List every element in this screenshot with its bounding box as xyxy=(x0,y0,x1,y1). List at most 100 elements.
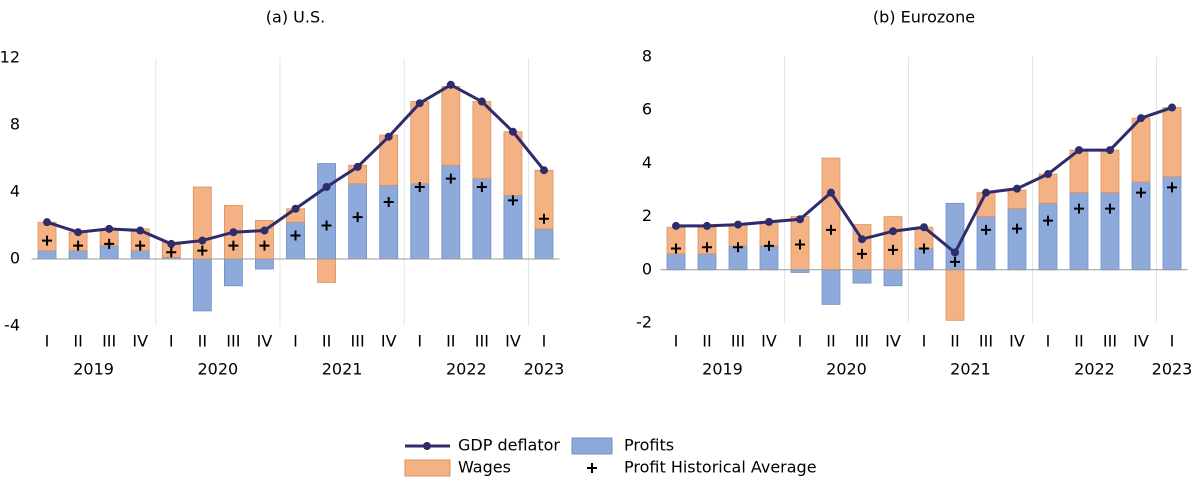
x-tick-label: I xyxy=(1170,332,1175,351)
average-marker xyxy=(1136,187,1146,198)
bar xyxy=(821,157,841,271)
year-label: 2023 xyxy=(1152,360,1193,379)
x-tick-label: I xyxy=(293,332,298,351)
x-tick-label: IV xyxy=(381,332,397,351)
y-tick-label: 0 xyxy=(642,259,652,278)
deflator-point xyxy=(1106,146,1114,155)
average-marker xyxy=(702,242,712,253)
bar xyxy=(130,250,150,260)
bar xyxy=(1007,189,1027,210)
bar xyxy=(1162,107,1182,178)
deflator-point xyxy=(384,132,393,141)
average-marker xyxy=(290,230,301,241)
x-tick-label: IV xyxy=(885,332,901,351)
bar xyxy=(223,258,243,287)
x-tick-label: II xyxy=(1074,332,1083,351)
bar xyxy=(534,228,554,260)
bar xyxy=(666,253,686,271)
y-tick-label: 2 xyxy=(642,206,652,225)
deflator-point xyxy=(951,248,959,257)
bar xyxy=(883,269,903,287)
deflator-point xyxy=(982,188,990,197)
x-tick-label: III xyxy=(979,332,993,351)
deflator-point xyxy=(43,218,52,227)
deflator-point xyxy=(920,223,928,232)
average-marker xyxy=(857,248,867,259)
deflator-point xyxy=(796,215,804,224)
deflator-point xyxy=(1168,103,1176,112)
average-marker xyxy=(73,240,84,251)
average-marker xyxy=(104,238,115,249)
legend-swatch xyxy=(571,437,613,455)
x-tick-label: I xyxy=(417,332,422,351)
average-marker xyxy=(538,213,549,224)
bar xyxy=(68,250,88,260)
deflator-point xyxy=(291,204,300,213)
bar xyxy=(976,216,996,271)
x-tick-label: IV xyxy=(1009,332,1025,351)
bar xyxy=(441,86,461,166)
bar xyxy=(945,269,965,321)
x-tick-label: III xyxy=(351,332,365,351)
average-marker xyxy=(795,239,805,250)
deflator-point xyxy=(105,224,114,233)
deflator-point xyxy=(889,227,897,236)
average-marker xyxy=(1012,223,1022,234)
bar xyxy=(317,163,336,260)
average-marker xyxy=(919,243,929,254)
average-marker xyxy=(1043,215,1053,226)
x-tick-label: III xyxy=(855,332,869,351)
average-marker xyxy=(981,224,991,235)
average-marker xyxy=(228,240,239,251)
average-marker xyxy=(383,197,394,208)
deflator-point xyxy=(765,217,773,226)
deflator-point xyxy=(136,226,145,235)
y-tick-label: 8 xyxy=(10,115,20,134)
deflator-point xyxy=(734,220,742,229)
year-label: 2022 xyxy=(446,360,487,379)
bar xyxy=(1100,149,1120,194)
deflator-point xyxy=(1075,146,1083,155)
x-tick-label: I xyxy=(45,332,50,351)
average-marker xyxy=(1167,182,1177,193)
y-tick-label: 0 xyxy=(10,249,20,268)
average-marker xyxy=(1074,203,1084,214)
deflator-point xyxy=(1013,184,1021,193)
bar xyxy=(286,221,305,260)
bar xyxy=(410,101,430,185)
y-tick-label: 8 xyxy=(642,47,652,66)
bar xyxy=(1038,202,1058,271)
y-tick-label: 6 xyxy=(642,100,652,119)
x-tick-label: II xyxy=(322,332,331,351)
deflator-point xyxy=(74,228,83,237)
y-tick-label: 12 xyxy=(0,48,20,67)
year-label: 2021 xyxy=(322,360,363,379)
x-tick-label: III xyxy=(1103,332,1117,351)
average-marker xyxy=(135,240,146,251)
legend-swatch xyxy=(404,459,451,477)
deflator-point xyxy=(198,236,207,245)
average-marker xyxy=(888,244,898,255)
year-label: 2020 xyxy=(198,360,239,379)
deflator-point xyxy=(229,228,238,237)
y-tick-label: 4 xyxy=(10,182,20,201)
year-label: 2019 xyxy=(702,360,743,379)
deflator-point xyxy=(672,221,680,230)
x-tick-label: IV xyxy=(761,332,777,351)
x-tick-label: I xyxy=(798,332,803,351)
x-tick-label: IV xyxy=(132,332,148,351)
x-tick-label: II xyxy=(950,332,959,351)
year-label: 2020 xyxy=(826,360,867,379)
x-tick-label: II xyxy=(702,332,711,351)
deflator-point xyxy=(353,162,362,171)
x-tick-label: I xyxy=(542,332,547,351)
x-tick-label: III xyxy=(102,332,116,351)
legend-label: Wages xyxy=(458,458,511,477)
x-tick-label: IV xyxy=(257,332,273,351)
x-tick-label: III xyxy=(226,332,240,351)
chart-title: (b) Eurozone xyxy=(873,8,975,27)
average-marker xyxy=(733,242,743,253)
average-marker xyxy=(950,256,960,267)
average-marker xyxy=(445,173,456,184)
